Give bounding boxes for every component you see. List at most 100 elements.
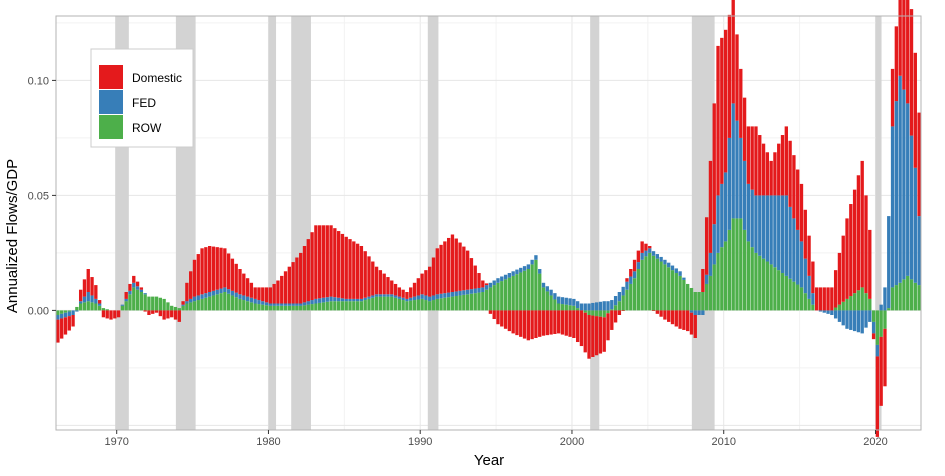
bar-row (629, 283, 633, 311)
bar-row (530, 264, 534, 311)
bar-row (67, 310, 71, 312)
bar-row (283, 305, 288, 311)
bar-fed (560, 297, 565, 305)
bar-fed (765, 195, 770, 262)
bar-row (374, 296, 379, 311)
bar-fed (636, 262, 641, 269)
bar-domestic (109, 310, 113, 320)
bar-fed (503, 274, 508, 280)
bar-fed (500, 276, 504, 282)
bar-domestic (318, 225, 322, 299)
bar-row (663, 264, 667, 311)
bar-row (617, 301, 622, 311)
bar-fed (97, 303, 102, 306)
bar-row (511, 275, 515, 311)
bar-row (560, 304, 565, 311)
bar-fed (557, 296, 561, 304)
bar-row (249, 302, 254, 311)
bar-fed (132, 282, 136, 288)
bar-row (185, 303, 189, 311)
bar-domestic (253, 287, 257, 299)
bar-fed (238, 294, 242, 299)
bar-fed (367, 296, 371, 299)
bar-row (166, 302, 170, 311)
bar-row (295, 305, 299, 311)
bar-fed (568, 298, 572, 306)
bar-domestic (837, 252, 842, 305)
bar-row (173, 306, 178, 311)
plot-frame (55, 15, 922, 431)
bar-fed (450, 292, 455, 297)
bar-domestic (128, 283, 132, 291)
bar-row (143, 294, 147, 311)
bar-domestic (758, 135, 762, 196)
bar-domestic (784, 126, 788, 196)
bar-domestic (644, 243, 648, 251)
bar-row (291, 305, 295, 311)
bar-row (708, 275, 713, 311)
bar-domestic (492, 310, 496, 320)
bar-fed (792, 218, 796, 282)
bar-fed (594, 302, 599, 311)
bar-domestic (382, 273, 386, 295)
bar-fed (60, 313, 64, 319)
bar-domestic (189, 271, 193, 299)
bar-domestic (488, 310, 493, 314)
bar-domestic (534, 310, 538, 338)
bar-domestic (124, 292, 128, 299)
bar-fed (788, 206, 792, 279)
bar-fed (94, 298, 98, 304)
bar-fed (621, 286, 625, 296)
bar-domestic (902, 0, 906, 90)
bar-fed (283, 303, 288, 306)
bar-domestic (371, 261, 375, 296)
bar-row (868, 298, 872, 311)
bar-row (397, 298, 402, 311)
bar-row (348, 301, 352, 311)
bar-row (879, 310, 883, 337)
bar-row (655, 258, 659, 311)
bar-domestic (682, 310, 686, 330)
bar-domestic (336, 231, 341, 298)
bar-fed (519, 267, 523, 273)
bar-fed (575, 301, 580, 309)
bar-fed (587, 303, 591, 311)
bar-fed (780, 195, 785, 274)
bar-domestic (450, 234, 455, 292)
bar-domestic (610, 310, 614, 330)
bar-row (280, 305, 284, 311)
bar-row (648, 252, 652, 311)
bar-domestic (591, 315, 595, 357)
bar-domestic (871, 333, 876, 340)
bar-row (594, 310, 599, 317)
bar-row (613, 305, 618, 311)
bar-domestic (280, 275, 284, 304)
bar-domestic (727, 14, 732, 138)
bar-fed (374, 294, 379, 297)
legend-swatch-domestic (99, 65, 123, 89)
bar-domestic (101, 310, 106, 318)
bar-domestic (860, 160, 864, 288)
bar-fed (344, 298, 348, 302)
bar-fed (890, 126, 895, 288)
bar-fed (245, 296, 250, 302)
bar-row (446, 297, 451, 311)
bar-domestic (363, 251, 367, 298)
bar-fed (75, 310, 79, 312)
bar-fed (553, 293, 557, 300)
bar-fed (572, 298, 576, 306)
bar-row (75, 306, 79, 311)
bar-row (204, 297, 208, 311)
bar-row (86, 301, 90, 311)
bar-domestic (769, 160, 773, 196)
bar-domestic (147, 310, 151, 315)
bar-row (765, 261, 770, 311)
bar-fed (431, 295, 436, 301)
bar-fed (234, 292, 238, 298)
bar-row (492, 285, 496, 311)
bar-domestic (428, 266, 432, 297)
bar-domestic (465, 250, 470, 290)
bar-row (299, 305, 303, 311)
bar-row (469, 293, 474, 311)
bar-domestic (310, 232, 314, 301)
